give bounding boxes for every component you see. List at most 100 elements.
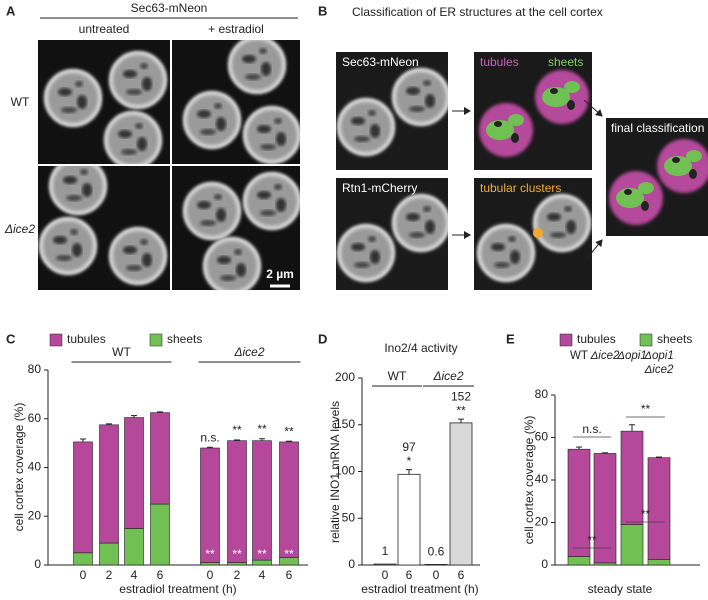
significance: ** — [641, 402, 651, 416]
panel-title: Classification of ER structures at the c… — [352, 5, 603, 19]
x-axis-label: steady state — [588, 582, 653, 596]
bar-segment — [620, 430, 644, 525]
column-label: untreated — [79, 22, 130, 36]
bar-segment — [200, 562, 220, 566]
category-label: WT — [570, 350, 588, 362]
bar-segment — [279, 441, 299, 558]
micrograph — [606, 118, 708, 236]
overlay-label: tubular clusters — [480, 181, 561, 195]
significance: ** — [232, 547, 242, 561]
bar-segment — [73, 441, 93, 554]
micrograph — [38, 40, 170, 164]
image-label: final classification — [611, 121, 704, 135]
significance: ** — [257, 547, 267, 561]
y-tick-label: 200 — [335, 370, 355, 384]
value-label: 97 — [402, 440, 416, 454]
panel-label: C — [6, 331, 16, 346]
legend-label: tubules — [67, 332, 106, 346]
y-tick-label: 50 — [342, 510, 356, 524]
bar-segment — [593, 562, 617, 566]
bar-segment — [647, 457, 671, 560]
x-axis-label: estradiol treatment (h) — [119, 582, 236, 596]
x-tick-label: 6 — [157, 568, 164, 582]
category-label: Δice2 — [590, 350, 620, 362]
bar-segment — [99, 424, 119, 544]
panel-label: E — [506, 331, 515, 346]
bar-segment — [227, 440, 247, 563]
image-label: Rtn1-mCherry — [342, 181, 417, 195]
stain-label: Sec63-mNeon — [131, 1, 208, 15]
legend-swatch — [639, 333, 653, 347]
significance: ** — [641, 507, 651, 521]
arrow — [583, 239, 603, 263]
y-tick-label: 0 — [34, 557, 41, 571]
group-label: WT — [388, 369, 407, 383]
bar-segment — [124, 417, 144, 529]
y-tick-label: 0 — [348, 557, 355, 571]
x-tick-label: 4 — [259, 568, 266, 582]
bar-segment — [124, 528, 144, 566]
y-tick-label: 20 — [28, 508, 42, 522]
y-tick-label: 20 — [535, 515, 549, 529]
bar-segment — [252, 440, 272, 561]
legend-swatch — [559, 333, 573, 347]
legend-swatch — [149, 333, 163, 347]
bar-segment — [150, 503, 170, 566]
bar-segment — [567, 556, 591, 566]
x-tick-label: 6 — [286, 568, 293, 582]
group-label: WT — [112, 345, 131, 359]
legend-swatch — [49, 333, 63, 347]
x-axis-label: estradiol treatment (h) — [361, 582, 478, 596]
x-tick-label: 0 — [207, 568, 214, 582]
arrow — [583, 99, 603, 117]
significance: n.s. — [200, 430, 219, 444]
bar — [373, 563, 397, 566]
legend-label: sheets — [657, 332, 692, 346]
significance: ** — [257, 422, 267, 436]
panel-label: B — [318, 3, 327, 18]
x-tick-label: 0 — [80, 568, 87, 582]
x-tick-label: 2 — [106, 568, 113, 582]
bar-segment — [227, 562, 247, 566]
significance: * — [407, 454, 412, 468]
bar-segment — [99, 542, 119, 566]
category-label: Δopi1 — [617, 350, 647, 362]
x-tick-label: 0 — [433, 568, 440, 582]
bar-segment — [200, 447, 220, 563]
column-label: + estradiol — [208, 22, 264, 36]
group-label: Δice2 — [233, 345, 264, 359]
x-tick-label: 6 — [406, 568, 413, 582]
panel-label: A — [6, 3, 16, 18]
y-axis-label: cell cortex coverage (%) — [12, 403, 26, 532]
chart-title: Ino2/4 activity — [384, 341, 457, 355]
value-label: 152 — [451, 389, 471, 403]
micrograph — [474, 178, 592, 290]
y-tick-label: 40 — [535, 472, 549, 486]
bar-segment — [620, 524, 644, 566]
micrograph — [336, 178, 448, 290]
significance: n.s. — [582, 422, 601, 436]
cluster-marker — [533, 228, 543, 238]
micrograph — [336, 52, 448, 170]
significance: ** — [205, 547, 215, 561]
y-tick-label: 60 — [535, 430, 549, 444]
y-tick-label: 80 — [535, 387, 549, 401]
row-label: WT — [11, 95, 30, 109]
bar-segment — [647, 559, 671, 566]
y-tick-label: 80 — [28, 362, 42, 376]
value-label: 0.6 — [428, 545, 445, 559]
bar — [449, 422, 473, 566]
bar-segment — [150, 412, 170, 505]
significance: ** — [284, 547, 294, 561]
y-tick-label: 60 — [28, 411, 42, 425]
group-label: Δice2 — [432, 369, 463, 383]
overlay-label: sheets — [548, 55, 583, 69]
micrograph — [172, 40, 300, 164]
y-tick-label: 150 — [335, 417, 355, 431]
x-tick-label: 6 — [458, 568, 465, 582]
bar-segment — [593, 453, 617, 564]
x-tick-label: 4 — [131, 568, 138, 582]
y-tick-label: 100 — [335, 464, 355, 478]
